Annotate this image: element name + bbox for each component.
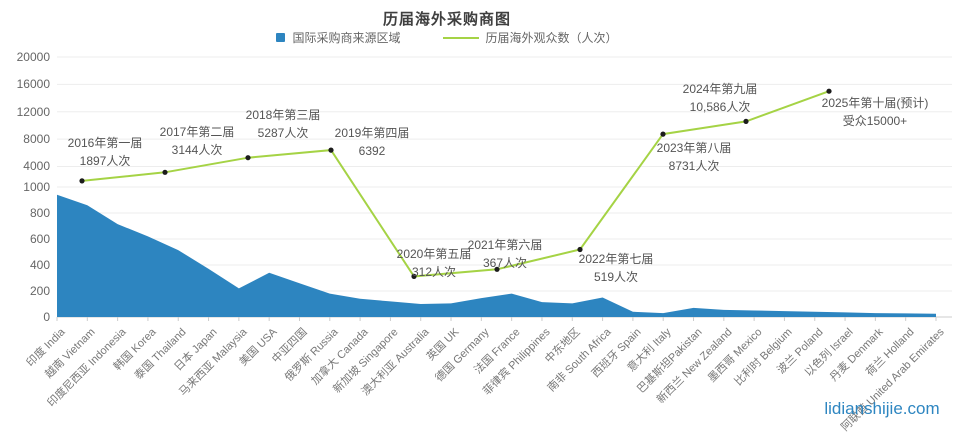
- line-point-marker[interactable]: [162, 169, 168, 175]
- annotation-edition: 2021年第六届: [467, 238, 543, 252]
- line-point-marker[interactable]: [826, 88, 832, 94]
- annotation-edition: 2016年第一届: [67, 136, 143, 150]
- watermark: lidianshijie.com: [824, 399, 940, 418]
- annotation: 2017年第二届 3144人次: [87, 123, 307, 159]
- legend-item-buyers-area[interactable]: 国际采购商来源区域: [276, 29, 401, 46]
- annotation: 2025年第十届(预计) 受众15000+: [765, 94, 964, 130]
- annotation-edition: 2023年第八届: [656, 141, 732, 155]
- y-axis-label: 1000: [23, 180, 50, 194]
- line-point-marker[interactable]: [494, 266, 500, 272]
- legend: 国际采购商来源区域 历届海外观众数（人次）: [0, 29, 894, 46]
- square-marker-icon: [276, 33, 286, 42]
- annotation-edition: 2019年第四届: [334, 126, 410, 140]
- y-axis-label: 800: [29, 206, 50, 220]
- line-point-marker[interactable]: [245, 155, 251, 161]
- annotation-edition: 2018年第三届: [245, 108, 321, 122]
- legend-item-visitors-line[interactable]: 历届海外观众数（人次）: [442, 29, 618, 46]
- line-point-marker[interactable]: [328, 147, 334, 153]
- line-point-marker[interactable]: [660, 131, 666, 137]
- annotation-value: 5287人次: [257, 126, 309, 140]
- line-point-marker[interactable]: [577, 246, 583, 253]
- y-axis-label: 400: [29, 258, 50, 272]
- annotation: 2020年第五届 312人次: [324, 245, 544, 281]
- legend-label: 国际采购商来源区域: [292, 31, 401, 45]
- y-axis-label: 4000: [23, 159, 50, 174]
- annotation-value: 3144人次: [171, 143, 223, 157]
- annotation-edition: 2020年第五届: [396, 247, 472, 261]
- annotation-edition: 2024年第九届: [682, 82, 758, 96]
- line-marker-icon: [442, 36, 479, 39]
- annotation: 2019年第四届 6392: [262, 124, 482, 160]
- annotation-value: 312人次: [411, 265, 457, 279]
- annotation-value: 367人次: [482, 256, 528, 270]
- legend-label: 历届海外观众数（人次）: [485, 31, 618, 45]
- annotation-edition: 2017年第二届: [159, 125, 235, 139]
- annotation-value: 受众15000+: [842, 114, 908, 128]
- annotation-value: 1897人次: [79, 154, 131, 168]
- annotation-value: 6392: [358, 144, 386, 158]
- y-axis-label: 200: [29, 284, 50, 298]
- line-point-marker[interactable]: [79, 178, 85, 184]
- annotation-edition: 2022年第七届: [578, 252, 654, 266]
- visitors-line-series: [81, 90, 830, 278]
- area-series: [57, 194, 936, 317]
- y-axis-label: 20000: [16, 50, 50, 64]
- annotation-value: 8731人次: [668, 159, 720, 173]
- annotation-value: 519人次: [593, 270, 639, 284]
- y-axis-label: 8000: [23, 132, 50, 147]
- annotation: 2021年第六届 367人次: [395, 236, 615, 272]
- annotation-edition: 2025年第十届(预计): [821, 96, 929, 110]
- chart-title: 历届海外采购商图: [382, 11, 511, 28]
- annotation-value: 10,586人次: [689, 100, 751, 114]
- line-point-marker[interactable]: [411, 273, 417, 279]
- annotation: 2016年第一届 1897人次: [0, 134, 215, 170]
- annotation: 2024年第九届 10,586人次: [610, 80, 830, 116]
- y-axis-label: 600: [29, 232, 50, 246]
- annotation: 2018年第三届 5287人次: [173, 106, 393, 142]
- line-point-marker[interactable]: [743, 118, 749, 124]
- annotation: 2023年第八届 8731人次: [584, 139, 804, 175]
- y-axis-label: 16000: [16, 77, 50, 92]
- annotation: 2022年第七届 519人次: [506, 250, 726, 286]
- y-axis-label: 0: [43, 310, 50, 324]
- y-axis-label: 12000: [16, 104, 50, 119]
